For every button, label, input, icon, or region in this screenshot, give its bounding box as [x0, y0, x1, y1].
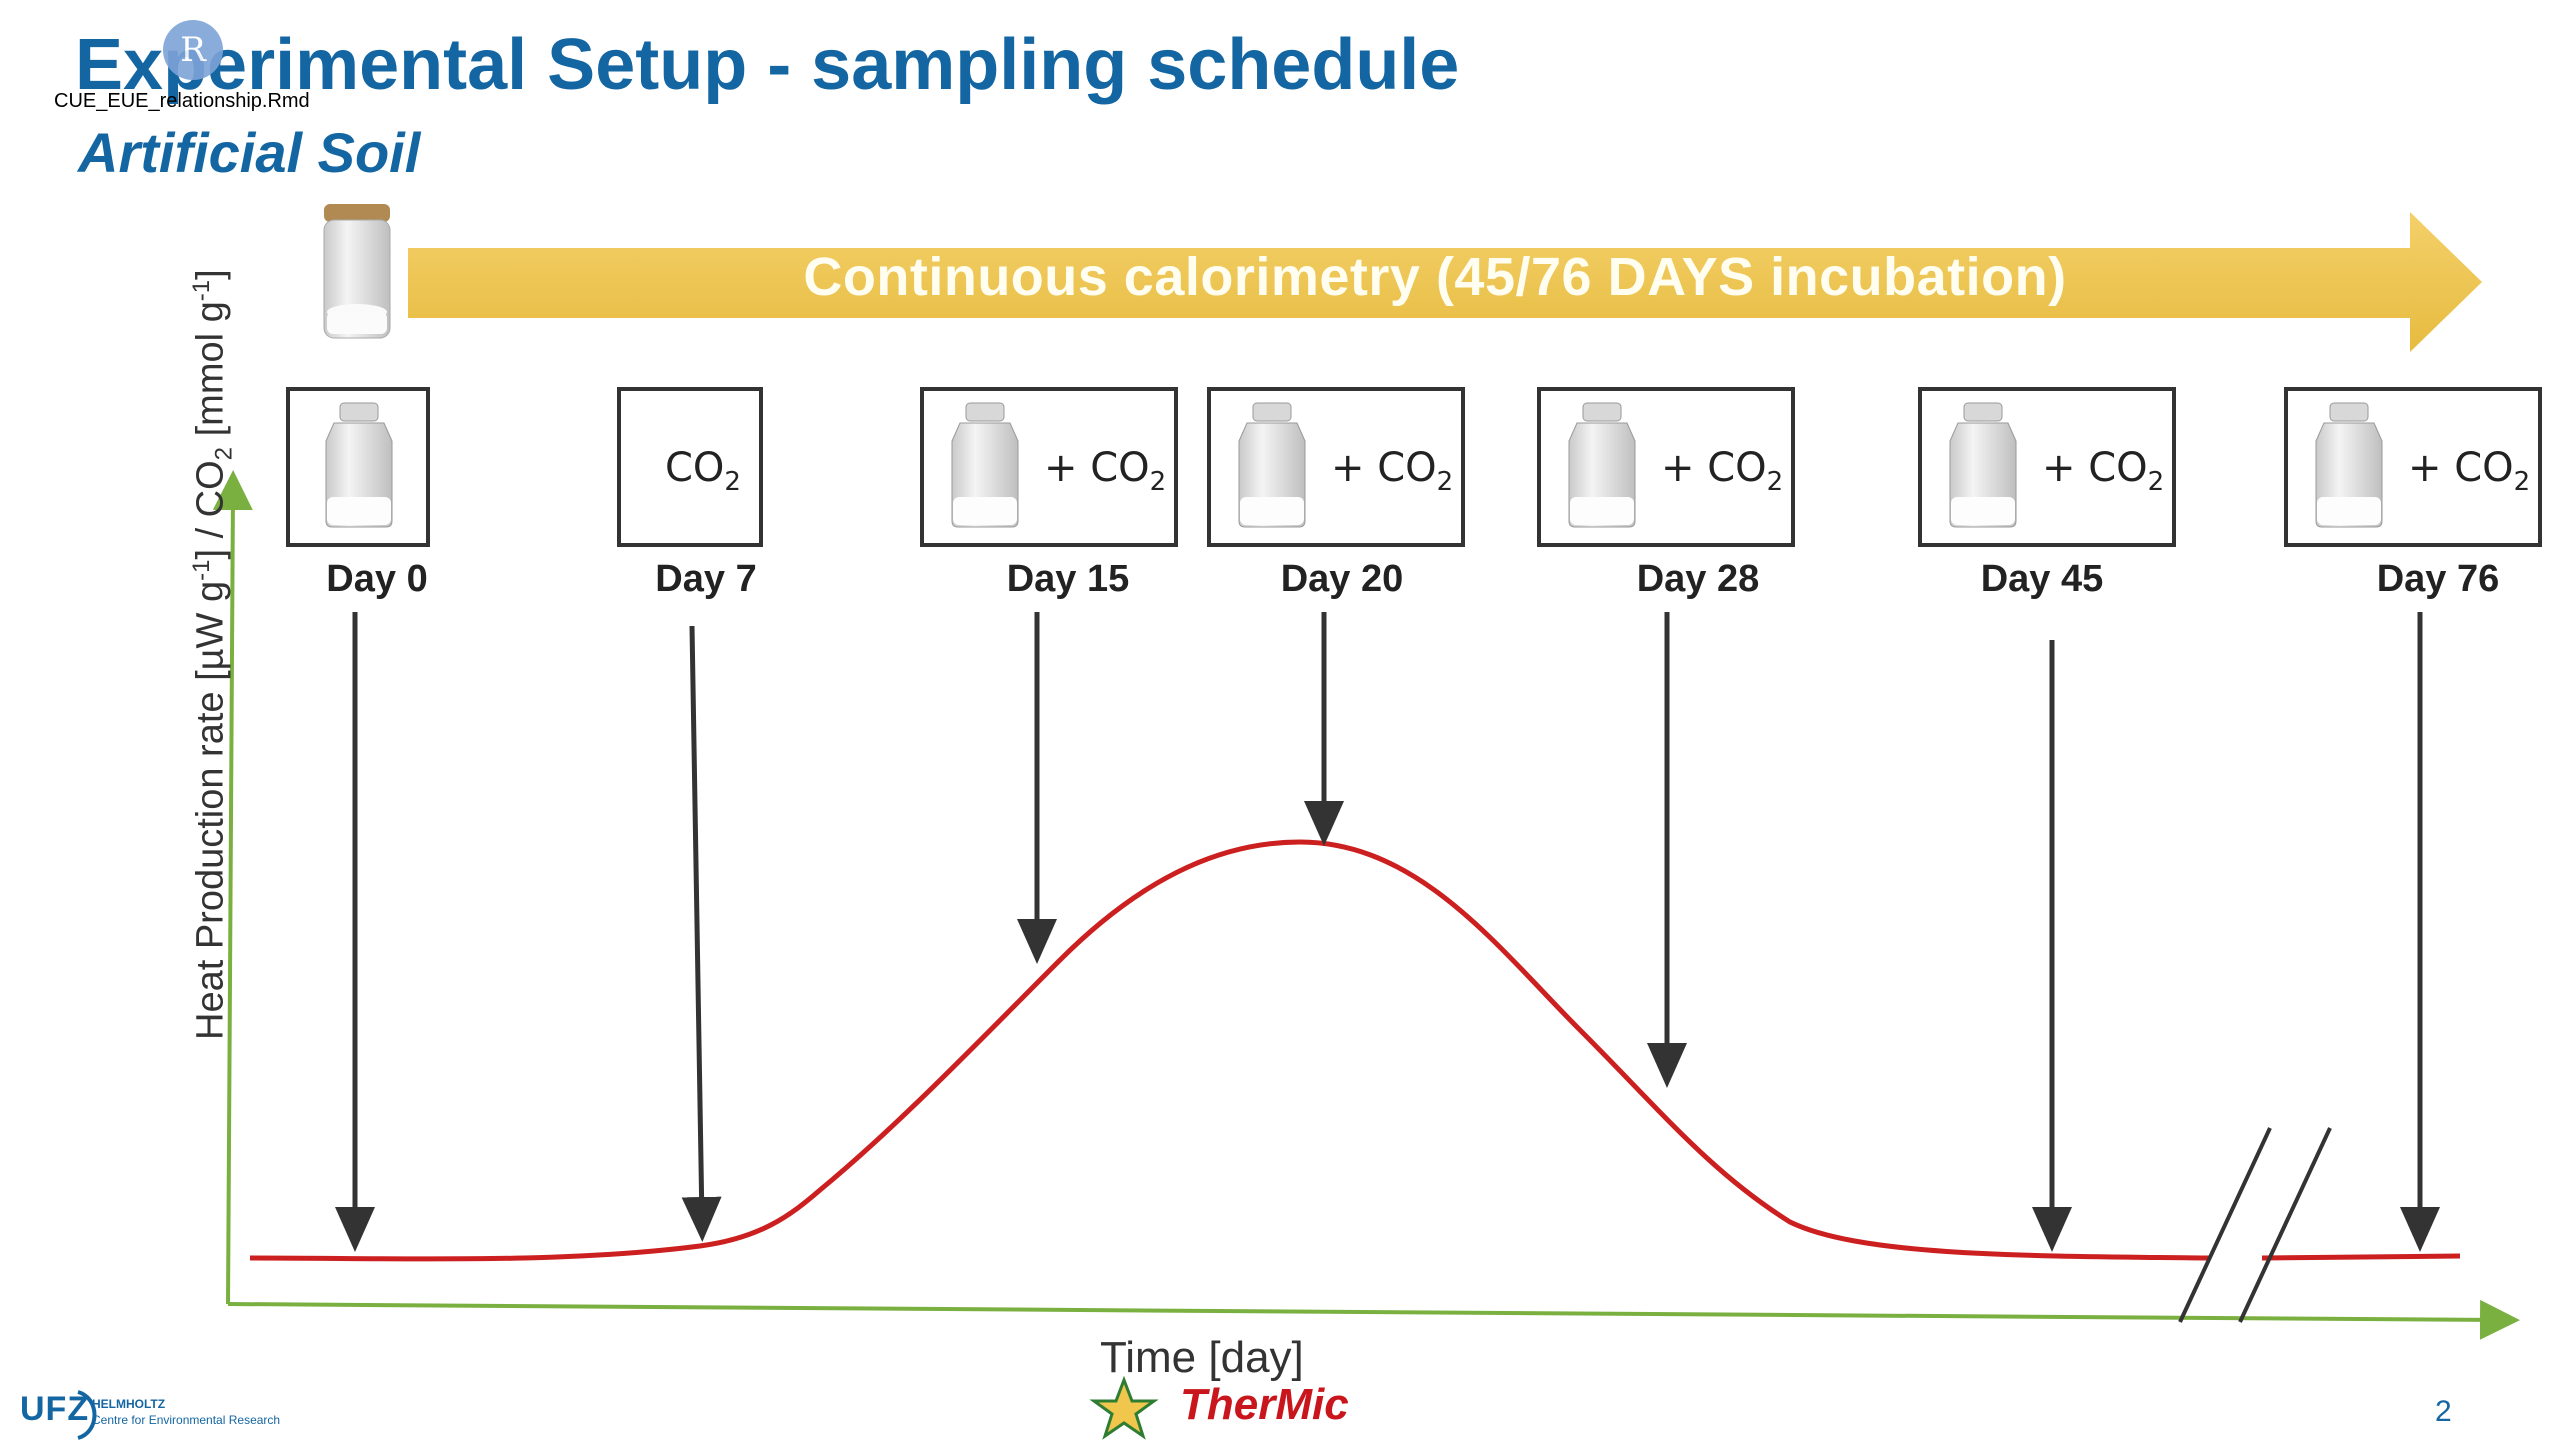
sample-box-day-45: + CO2 — [1918, 387, 2176, 547]
day-label: Day 7 — [655, 558, 757, 600]
sample-box-day-7: CO2 — [617, 387, 763, 547]
thermic-star-icon — [1089, 1375, 1159, 1440]
axis-break-mark — [2178, 1127, 2272, 1323]
day-label: Day 45 — [1980, 558, 2104, 600]
slide-subtitle: Artificial Soil — [78, 121, 421, 184]
centre-text: Centre for Environmental Research — [92, 1413, 281, 1427]
jar-icon — [323, 204, 391, 339]
heat-production-curve-tail — [2261, 1253, 2461, 1261]
helmholtz-text: HELMHOLTZ — [92, 1397, 166, 1411]
ufz-logo-text: UFZ — [20, 1390, 90, 1428]
sample-box-day-28: + CO2 — [1537, 387, 1795, 547]
sample-box-day-0 — [286, 387, 430, 547]
day-label: Day 28 — [1636, 558, 1760, 600]
day-label: Day 0 — [326, 558, 428, 600]
co2-label: + CO2 — [1661, 445, 1784, 497]
jar-icon — [2315, 402, 2383, 528]
sample-box-day-15: + CO2 — [920, 387, 1178, 547]
banner-arrow — [408, 212, 2482, 352]
page-number: 2 — [2435, 1395, 2452, 1428]
co2-label: CO2 — [665, 445, 741, 497]
y-axis-label: Heat Production rate [µW g-1] / CO2 [mmo… — [188, 269, 238, 1040]
co2-label: + CO2 — [1044, 445, 1167, 497]
file-name: CUE_EUE_relationship.Rmd — [54, 90, 310, 112]
r-badge-icon[interactable]: R — [163, 20, 223, 80]
jar-icon — [325, 402, 393, 528]
slide-title: Experimental Setup - sampling schedule — [75, 25, 1460, 105]
x-axis — [227, 1299, 2520, 1340]
x-axis-label: Time [day] — [1100, 1333, 1304, 1382]
jar-icon — [1949, 402, 2017, 528]
sample-box-day-76: + CO2 — [2284, 387, 2542, 547]
day-label: Day 15 — [1006, 558, 1130, 600]
day-label: Day 76 — [2376, 558, 2500, 600]
jar-icon — [1238, 402, 1306, 528]
co2-label: + CO2 — [2408, 445, 2531, 497]
ufz-logo-icon — [77, 1390, 97, 1440]
co2-label: + CO2 — [1331, 445, 1454, 497]
heat-production-curve — [249, 839, 2211, 1262]
sampling-arrow-day-7 — [681, 625, 722, 1242]
banner-text: Continuous calorimetry (45/76 DAYS incub… — [803, 247, 2067, 307]
jar-icon — [951, 402, 1019, 528]
jar-icon — [1568, 402, 1636, 528]
co2-label: + CO2 — [2042, 445, 2165, 497]
y-axis — [212, 470, 253, 1305]
axis-break-mark — [2238, 1127, 2332, 1323]
sample-box-day-20: + CO2 — [1207, 387, 1465, 547]
day-label: Day 20 — [1280, 558, 1404, 600]
thermic-logo-text: TherMic — [1180, 1380, 1349, 1429]
